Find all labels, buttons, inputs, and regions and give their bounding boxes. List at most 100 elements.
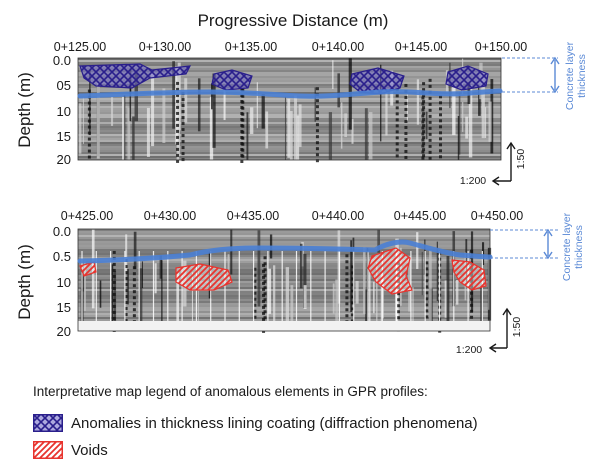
radargram-reflection — [396, 304, 400, 308]
radargram-reflection — [124, 301, 128, 305]
radargram-reflection — [181, 116, 185, 120]
radargram-trace — [265, 111, 269, 149]
radargram-reflection — [181, 152, 185, 156]
radargram-trace — [230, 229, 233, 275]
radargram-reflection — [315, 117, 319, 121]
radargram-band — [78, 255, 490, 257]
radargram-reflection — [422, 130, 426, 134]
radargram-trace — [111, 264, 114, 327]
radargram-reflection — [350, 307, 354, 311]
radargram-reflection — [181, 98, 185, 102]
radargram-band — [78, 273, 490, 275]
radargram-reflection — [315, 105, 319, 109]
radargram-band — [78, 72, 501, 74]
scale-indicator: 1:50 1:200 — [456, 307, 523, 356]
radargram-reflection — [263, 298, 267, 302]
thickness-annotation: Concrete layer thickness — [490, 212, 585, 281]
radargram-reflection — [421, 96, 425, 100]
radargram-trace — [301, 241, 304, 267]
radargram-reflection — [262, 287, 266, 291]
radargram-reflection — [176, 123, 180, 127]
radargram-reflection — [470, 303, 474, 307]
radargram-reflection — [112, 286, 116, 290]
radargram-reflection — [345, 278, 349, 282]
radargram-reflection — [263, 316, 267, 320]
radargram-trace — [296, 115, 300, 160]
radargram-trace — [364, 108, 368, 160]
radargram-trace — [429, 250, 432, 330]
radargram-band — [78, 74, 501, 76]
radargram-reflection — [124, 271, 128, 275]
radargram-reflection — [262, 263, 266, 267]
radargram-reflection — [428, 144, 432, 148]
radargram-trace — [480, 286, 483, 331]
radargram-band — [78, 317, 490, 319]
radargram-reflection — [345, 272, 349, 276]
radargram-reflection — [176, 135, 180, 139]
radargram-trace — [256, 82, 258, 129]
radargram-band — [78, 305, 490, 307]
radargram-reflection — [421, 114, 425, 118]
radargram-reflection — [395, 136, 399, 140]
radargram-reflection — [421, 156, 425, 160]
radargram-reflection — [315, 123, 319, 127]
radargram-reflection — [428, 78, 432, 82]
radargram-band — [78, 261, 490, 263]
profile-2: 0+425.00 0+430.00 0+435.00 0+440.00 0+44… — [15, 209, 585, 356]
radargram-footer — [78, 321, 490, 331]
radargram-reflection — [263, 262, 267, 266]
radargram-reflection — [240, 123, 244, 127]
radargram-trace — [328, 112, 333, 160]
radargram-trace — [162, 88, 166, 143]
radargram-reflection — [262, 293, 266, 297]
radargram-reflection — [315, 153, 319, 157]
radargram-reflection — [422, 148, 426, 152]
radargram-reflection — [132, 266, 136, 270]
radargram-reflection — [428, 138, 432, 142]
radargram-reflection — [112, 298, 116, 302]
radargram-band — [78, 78, 501, 80]
radargram-trace — [303, 253, 307, 309]
radargram-reflection — [240, 153, 244, 157]
station-label: 0+450.00 — [471, 209, 524, 223]
radargram-reflection — [428, 84, 432, 88]
radargram-band — [78, 291, 490, 293]
radargram-band — [78, 158, 501, 160]
radargram-reflection — [124, 307, 128, 311]
radargram-trace — [250, 107, 254, 135]
radargram-reflection — [439, 143, 443, 147]
radargram-reflection — [404, 95, 408, 99]
radargram-trace — [406, 94, 408, 122]
radargram-reflection — [112, 304, 116, 308]
radargram-reflection — [87, 149, 91, 153]
radargram-reflection — [422, 94, 426, 98]
radargram-reflection — [421, 102, 425, 106]
radargram-trace — [363, 247, 366, 315]
radargram-trace — [133, 231, 137, 270]
station-label: 0+430.00 — [144, 209, 197, 223]
radargram-trace — [96, 82, 100, 159]
radargram-reflection — [404, 101, 408, 105]
legend-label: Voids — [71, 441, 108, 459]
concrete-interface-line — [77, 239, 493, 264]
radargram-band — [78, 86, 501, 88]
radargram-band — [78, 289, 490, 291]
radargram-band — [78, 285, 490, 287]
radargram-reflection — [253, 279, 257, 283]
radargram-trace — [132, 116, 135, 160]
radargram-trace — [368, 270, 371, 326]
radargram-reflection — [176, 159, 180, 163]
radargram-trace — [350, 240, 353, 312]
radargram-reflection — [425, 309, 429, 313]
radargram-band — [78, 287, 490, 289]
radargram-reflection — [263, 268, 267, 272]
radargram-reflection — [345, 314, 349, 318]
radargram-reflection — [181, 128, 185, 132]
radargram-reflection — [240, 141, 244, 145]
radargram-reflection — [439, 155, 443, 159]
radargram-trace — [284, 96, 287, 160]
radargram-trace — [457, 115, 460, 160]
radargram-reflection — [404, 149, 408, 153]
radargram-reflection — [439, 131, 443, 135]
